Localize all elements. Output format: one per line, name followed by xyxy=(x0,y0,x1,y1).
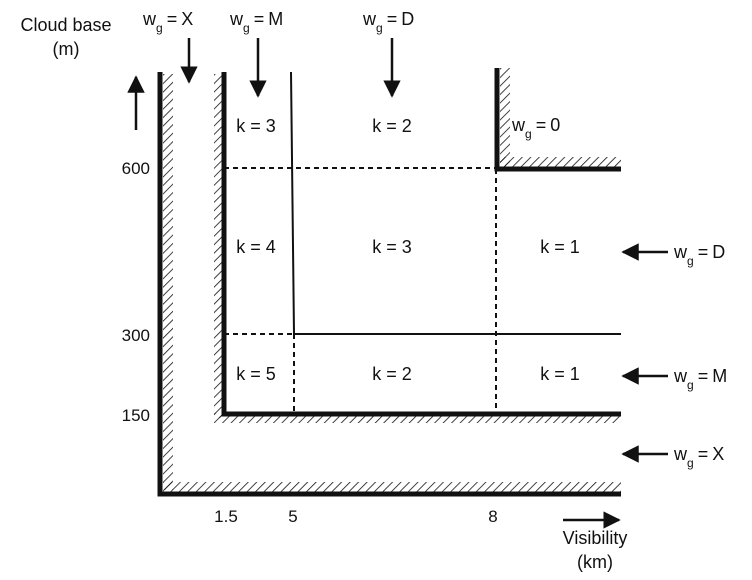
y-tick-600: 600 xyxy=(122,159,150,178)
wg-label-top-d: wg = D xyxy=(362,9,414,35)
y-axis-title-line2: (m) xyxy=(53,39,80,59)
outer-hatch-left xyxy=(163,74,173,490)
outer-boundary xyxy=(157,72,621,497)
outer-hatch-bottom xyxy=(163,482,621,492)
hatched-boundaries xyxy=(163,68,621,492)
region-k-low-left: k = 5 xyxy=(236,364,276,384)
region-k-top-left: k = 3 xyxy=(236,116,276,136)
region-k-mid-right: k = 1 xyxy=(540,237,580,257)
svg-text:wg=M: wg = M xyxy=(229,9,283,35)
x-tick-5: 5 xyxy=(288,507,297,526)
region-k-mid-mid: k = 3 xyxy=(372,237,412,257)
svg-text:wg=D: wg = D xyxy=(673,242,725,268)
x-axis-title-line1: Visibility xyxy=(563,528,628,548)
wg-label-zero: wg = 0 xyxy=(511,115,560,141)
wg-label-right-x: wg = X xyxy=(673,444,724,470)
region-k-low-right: k = 1 xyxy=(540,364,580,384)
region-k-mid-left: k = 4 xyxy=(236,237,276,257)
inner-hatch-left xyxy=(214,74,224,418)
x-tick-1-5: 1.5 xyxy=(214,507,238,526)
zero-hatch-bottom xyxy=(500,157,621,167)
solid-dividers xyxy=(290,71,621,335)
dashed-dividers xyxy=(224,167,497,414)
wg-label-right-d: wg = D xyxy=(673,242,725,268)
svg-text:wg=D: wg = D xyxy=(362,9,414,35)
svg-text:wg=0: wg = 0 xyxy=(511,115,560,141)
divider-k-boundary xyxy=(290,71,621,335)
y-tick-300: 300 xyxy=(122,326,150,345)
svg-text:wg=M: wg = M xyxy=(673,366,727,392)
zero-hatch-right xyxy=(500,68,510,168)
inner-hatch-bottom xyxy=(214,413,621,423)
svg-text:wg=X: wg = X xyxy=(142,9,193,35)
x-tick-8: 8 xyxy=(488,507,497,526)
y-axis-title-line1: Cloud base xyxy=(20,15,111,35)
svg-text:wg=X: wg = X xyxy=(673,444,724,470)
wg-label-right-m: wg = M xyxy=(673,366,727,392)
region-k-low-mid: k = 2 xyxy=(372,364,412,384)
region-k-top-mid: k = 2 xyxy=(372,116,412,136)
inner-boundary xyxy=(221,72,621,417)
y-tick-150: 150 xyxy=(122,406,150,425)
wg-label-top-x: wg = X xyxy=(142,9,193,35)
wg-label-top-m: wg = M xyxy=(229,9,283,35)
x-axis-title-line2: (km) xyxy=(577,552,613,572)
